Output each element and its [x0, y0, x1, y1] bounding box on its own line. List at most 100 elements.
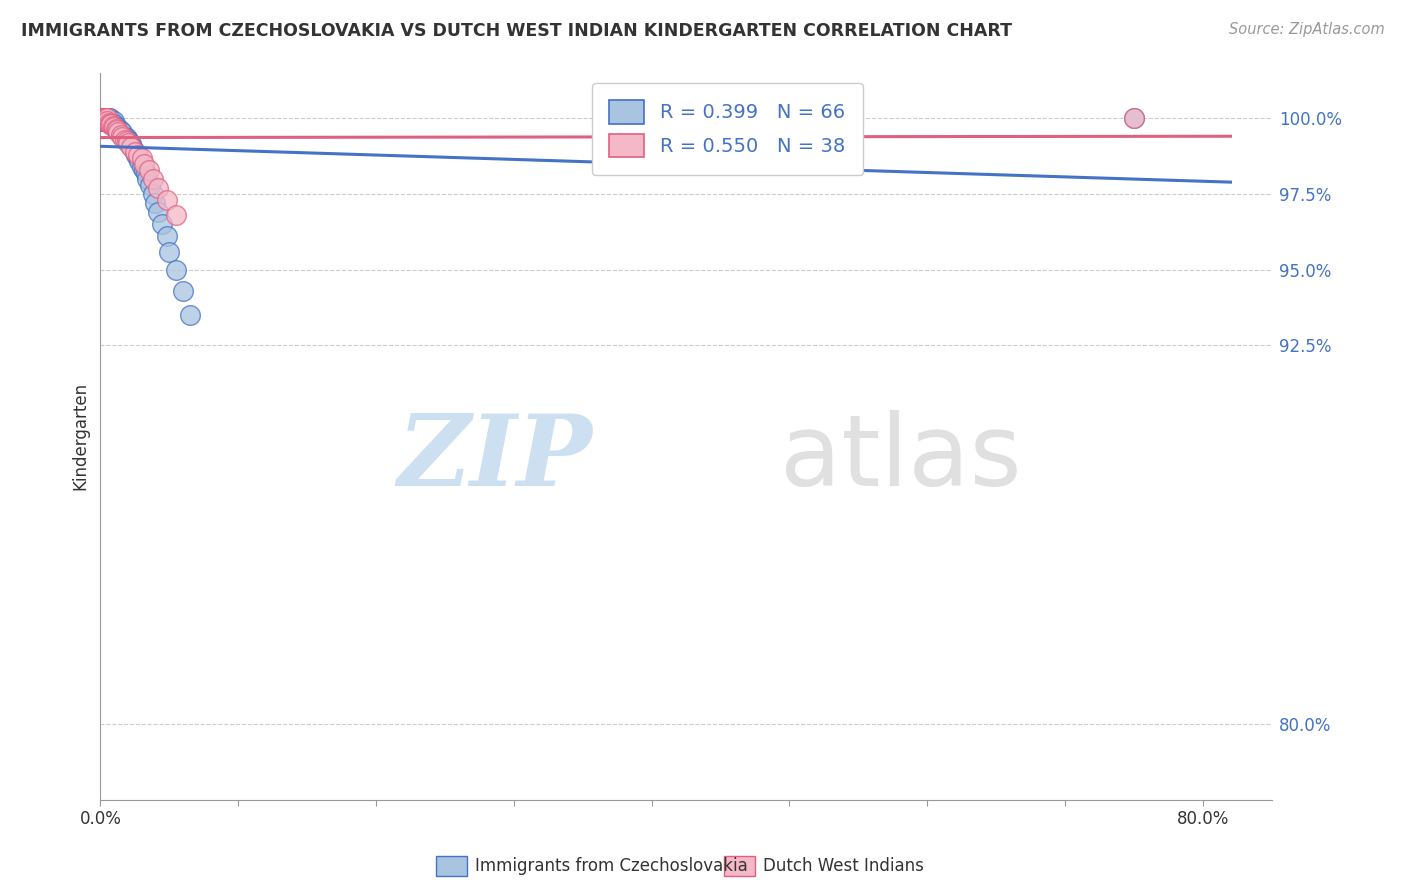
Point [104, 120, 127, 135]
Point [1123, 112, 1146, 126]
Point [91, 112, 114, 126]
Point [120, 137, 142, 152]
Point [155, 229, 177, 244]
Text: ZIP: ZIP [398, 409, 592, 507]
Point [121, 140, 143, 154]
Text: Dutch West Indians: Dutch West Indians [763, 857, 924, 875]
Point [124, 145, 146, 159]
Point [96, 114, 118, 128]
Point [120, 138, 142, 153]
Point [96, 114, 118, 128]
Point [94, 114, 117, 128]
Point [105, 123, 128, 137]
Point [93, 114, 115, 128]
Point [89, 112, 111, 126]
Point [125, 147, 148, 161]
Point [96, 112, 118, 126]
Point [131, 151, 153, 165]
Point [124, 145, 146, 159]
Point [110, 128, 132, 142]
Point [103, 118, 125, 132]
Point [103, 120, 125, 135]
Point [90, 112, 112, 126]
Point [90, 112, 112, 126]
Point [90, 112, 112, 126]
Text: IMMIGRANTS FROM CZECHOSLOVAKIA VS DUTCH WEST INDIAN KINDERGARTEN CORRELATION CHA: IMMIGRANTS FROM CZECHOSLOVAKIA VS DUTCH … [21, 22, 1012, 40]
Point [157, 244, 180, 259]
Point [165, 208, 187, 222]
Point [97, 112, 120, 126]
Point [138, 162, 160, 177]
Point [118, 136, 141, 150]
Point [90, 112, 112, 126]
Point [93, 114, 115, 128]
Point [107, 122, 129, 136]
Point [120, 140, 142, 154]
Point [93, 112, 115, 126]
Point [179, 308, 201, 322]
Point [128, 153, 150, 168]
Point [90, 112, 112, 126]
Point [97, 116, 120, 130]
Point [142, 187, 165, 202]
Point [89, 112, 111, 126]
Point [89, 112, 111, 126]
Point [115, 131, 138, 145]
Point [100, 114, 122, 128]
Point [94, 112, 117, 126]
Point [94, 112, 117, 126]
Point [97, 114, 120, 128]
Point [155, 193, 177, 207]
Point [134, 162, 156, 177]
Text: atlas: atlas [780, 409, 1021, 507]
Point [90, 112, 112, 126]
Point [91, 112, 114, 126]
Point [91, 112, 114, 126]
Point [100, 118, 122, 132]
Point [100, 118, 122, 132]
Point [135, 166, 157, 180]
Point [89, 112, 111, 126]
Point [139, 178, 162, 192]
Point [101, 118, 124, 132]
Point [91, 114, 114, 128]
Point [136, 172, 159, 186]
Point [115, 134, 138, 148]
Y-axis label: Kindergarten: Kindergarten [72, 382, 89, 491]
Point [104, 122, 127, 136]
Point [1123, 112, 1146, 126]
Point [101, 119, 124, 133]
Point [103, 114, 125, 128]
Point [98, 118, 121, 132]
Legend: R = 0.399   N = 66, R = 0.550   N = 38: R = 0.399 N = 66, R = 0.550 N = 38 [592, 83, 862, 175]
Point [96, 112, 118, 126]
Point [117, 134, 139, 148]
Point [90, 112, 112, 126]
Point [148, 181, 170, 195]
Point [91, 112, 114, 126]
Text: Immigrants from Czechoslovakia: Immigrants from Czechoslovakia [475, 857, 748, 875]
Point [142, 172, 165, 186]
Point [145, 196, 167, 211]
Point [127, 147, 149, 161]
Point [117, 132, 139, 146]
Point [107, 125, 129, 139]
Point [93, 112, 115, 126]
Point [89, 112, 111, 126]
Point [105, 120, 128, 135]
Point [98, 112, 121, 126]
Point [93, 112, 115, 126]
Text: Source: ZipAtlas.com: Source: ZipAtlas.com [1229, 22, 1385, 37]
Point [117, 136, 139, 150]
Point [91, 114, 114, 128]
Point [114, 129, 136, 144]
Point [122, 142, 145, 156]
Point [148, 205, 170, 219]
Point [108, 123, 131, 137]
Point [111, 125, 134, 139]
Point [165, 262, 187, 277]
Point [94, 114, 117, 128]
Point [127, 151, 149, 165]
Point [94, 114, 117, 128]
Point [114, 132, 136, 146]
